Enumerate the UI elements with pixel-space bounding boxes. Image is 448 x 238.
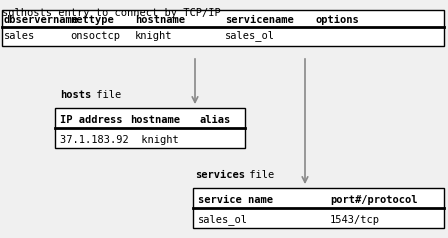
Text: knight: knight (135, 31, 172, 41)
Bar (55, 108, 245, 148)
Text: services: services (195, 170, 245, 180)
Text: file: file (243, 170, 274, 180)
Text: hostname: hostname (135, 15, 185, 25)
Text: service name: service name (198, 195, 273, 205)
Text: sales: sales (4, 31, 35, 41)
Text: options: options (315, 15, 359, 25)
Text: IP address: IP address (60, 115, 122, 125)
Text: alias: alias (200, 115, 231, 125)
Text: hostname: hostname (130, 115, 180, 125)
Text: onsoctcp: onsoctcp (70, 31, 120, 41)
Text: sqlhosts entry to connect by TCP/IP: sqlhosts entry to connect by TCP/IP (2, 8, 221, 18)
Bar (2, 10, 444, 46)
Bar (193, 188, 444, 228)
Text: nettype: nettype (70, 15, 114, 25)
Text: 37.1.183.92  knight: 37.1.183.92 knight (60, 135, 179, 145)
Text: port#/protocol: port#/protocol (330, 195, 418, 205)
Text: dbservername: dbservername (4, 15, 79, 25)
Text: sales_ol: sales_ol (198, 214, 248, 225)
Text: servicename: servicename (225, 15, 294, 25)
Text: sales_ol: sales_ol (225, 30, 275, 41)
Text: hosts: hosts (60, 90, 91, 100)
Text: 1543/tcp: 1543/tcp (330, 215, 380, 225)
Text: file: file (90, 90, 121, 100)
